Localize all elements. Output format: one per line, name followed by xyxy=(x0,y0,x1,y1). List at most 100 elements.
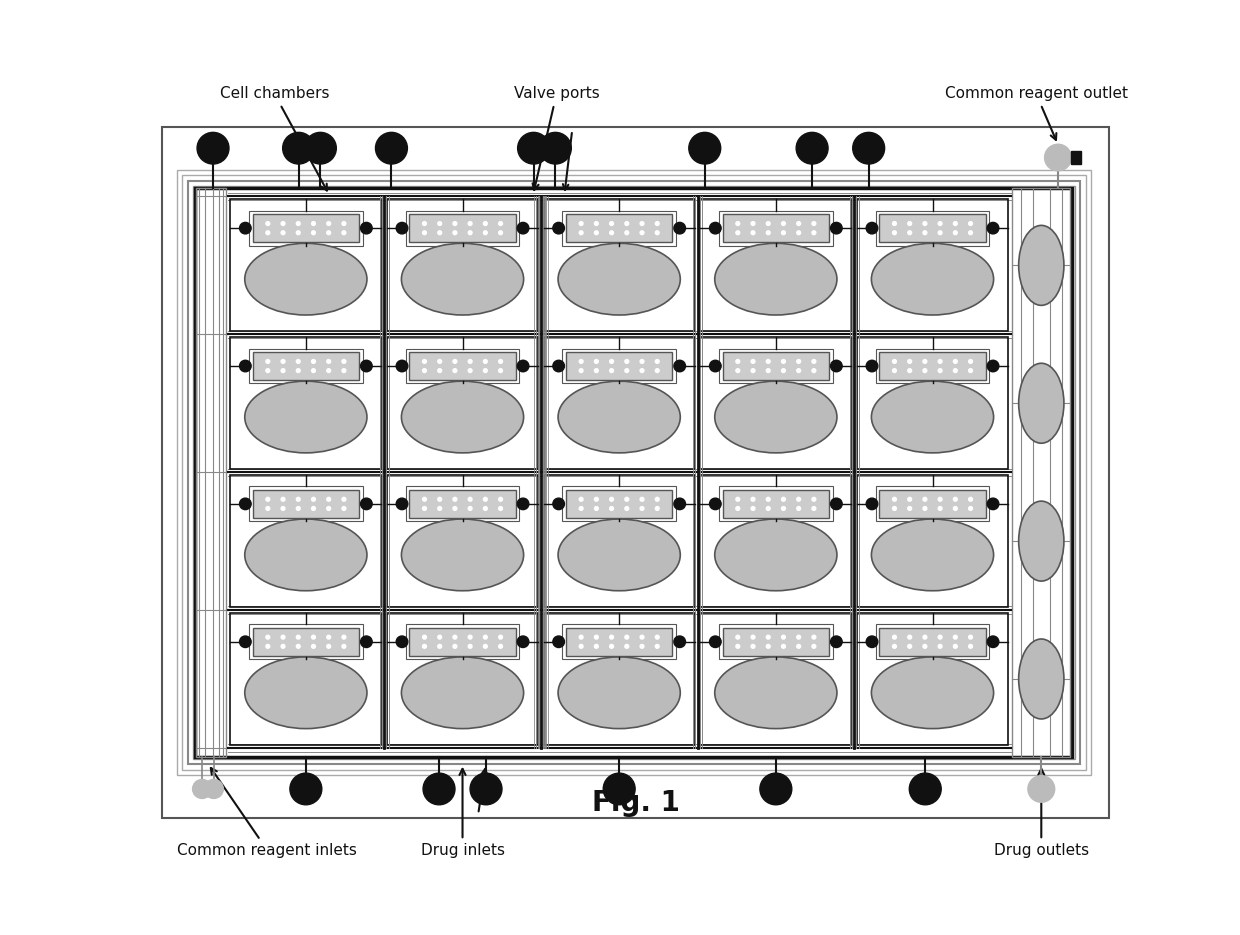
Circle shape xyxy=(655,368,660,372)
Circle shape xyxy=(766,368,770,372)
Circle shape xyxy=(812,635,816,639)
Bar xyxy=(249,210,363,246)
Circle shape xyxy=(797,635,801,639)
Bar xyxy=(387,613,538,745)
Bar xyxy=(1071,151,1081,164)
Circle shape xyxy=(484,507,487,511)
Circle shape xyxy=(239,223,252,234)
Circle shape xyxy=(812,231,816,235)
Circle shape xyxy=(655,635,660,639)
Circle shape xyxy=(735,644,740,648)
Circle shape xyxy=(342,231,346,235)
Circle shape xyxy=(265,360,270,364)
Circle shape xyxy=(831,223,842,234)
Circle shape xyxy=(342,635,346,639)
Circle shape xyxy=(311,635,315,639)
Circle shape xyxy=(296,644,300,648)
Circle shape xyxy=(498,368,502,372)
Ellipse shape xyxy=(1019,364,1064,443)
Circle shape xyxy=(655,231,660,235)
Bar xyxy=(409,490,516,518)
Circle shape xyxy=(327,231,331,235)
Circle shape xyxy=(610,368,614,372)
Circle shape xyxy=(939,222,942,225)
Ellipse shape xyxy=(872,381,993,453)
Text: Valve ports: Valve ports xyxy=(513,86,599,190)
Circle shape xyxy=(923,497,926,501)
Circle shape xyxy=(453,231,456,235)
Circle shape xyxy=(579,644,583,648)
Circle shape xyxy=(954,231,957,235)
Circle shape xyxy=(735,497,740,501)
Bar xyxy=(409,352,516,380)
Bar xyxy=(405,349,520,383)
Text: Cell chambers: Cell chambers xyxy=(219,86,330,191)
Circle shape xyxy=(954,497,957,501)
Circle shape xyxy=(968,222,972,225)
Circle shape xyxy=(192,780,212,798)
Ellipse shape xyxy=(714,657,837,728)
Bar xyxy=(196,188,226,756)
Circle shape xyxy=(361,223,372,234)
Circle shape xyxy=(311,360,315,364)
Ellipse shape xyxy=(1019,225,1064,306)
Bar xyxy=(409,628,516,655)
Circle shape xyxy=(281,231,285,235)
Bar xyxy=(253,214,360,242)
Circle shape xyxy=(625,231,629,235)
Circle shape xyxy=(498,497,502,501)
Ellipse shape xyxy=(558,519,681,591)
Circle shape xyxy=(908,635,911,639)
Circle shape xyxy=(205,780,223,798)
Circle shape xyxy=(625,507,629,511)
Ellipse shape xyxy=(558,243,681,315)
Bar xyxy=(562,486,676,522)
Bar xyxy=(387,338,538,469)
Circle shape xyxy=(766,497,770,501)
Circle shape xyxy=(781,231,785,235)
Circle shape xyxy=(283,133,315,164)
Circle shape xyxy=(812,360,816,364)
Circle shape xyxy=(867,636,878,648)
Circle shape xyxy=(304,133,336,164)
Circle shape xyxy=(812,497,816,501)
Circle shape xyxy=(893,231,897,235)
Circle shape xyxy=(361,360,372,372)
Circle shape xyxy=(484,635,487,639)
Circle shape xyxy=(655,360,660,364)
Circle shape xyxy=(265,368,270,372)
Circle shape xyxy=(265,507,270,511)
Circle shape xyxy=(908,360,911,364)
Circle shape xyxy=(812,222,816,225)
Circle shape xyxy=(893,368,897,372)
Circle shape xyxy=(781,360,785,364)
Circle shape xyxy=(893,635,897,639)
Bar xyxy=(231,475,381,607)
Circle shape xyxy=(968,368,972,372)
Circle shape xyxy=(867,360,878,372)
Circle shape xyxy=(735,507,740,511)
Circle shape xyxy=(397,223,408,234)
Circle shape xyxy=(893,507,897,511)
Circle shape xyxy=(610,635,614,639)
Ellipse shape xyxy=(714,381,837,453)
Circle shape xyxy=(553,636,564,648)
Bar xyxy=(249,486,363,522)
Circle shape xyxy=(265,231,270,235)
Circle shape xyxy=(781,368,785,372)
Circle shape xyxy=(342,644,346,648)
Text: Common reagent outlet: Common reagent outlet xyxy=(945,86,1127,140)
Circle shape xyxy=(673,636,686,648)
Circle shape xyxy=(735,368,740,372)
Bar xyxy=(701,338,852,469)
Circle shape xyxy=(594,360,598,364)
Circle shape xyxy=(625,360,629,364)
Circle shape xyxy=(751,368,755,372)
Circle shape xyxy=(781,507,785,511)
Circle shape xyxy=(625,635,629,639)
Circle shape xyxy=(797,360,801,364)
Ellipse shape xyxy=(402,519,523,591)
Circle shape xyxy=(594,507,598,511)
Circle shape xyxy=(281,360,285,364)
Circle shape xyxy=(766,635,770,639)
